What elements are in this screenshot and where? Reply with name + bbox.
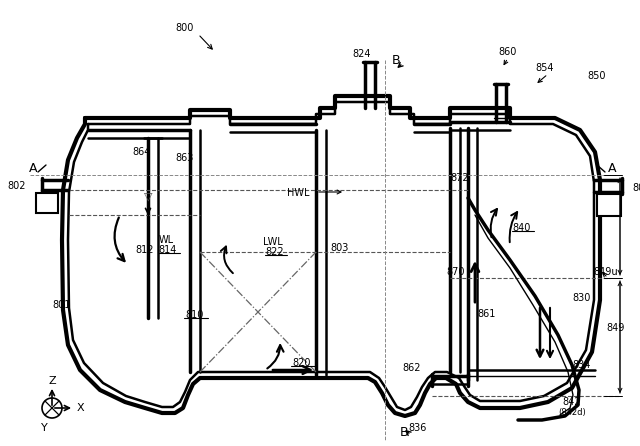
Text: 872: 872 xyxy=(451,173,469,183)
Text: HWL: HWL xyxy=(287,188,309,198)
Text: 862: 862 xyxy=(403,363,421,373)
Text: WL: WL xyxy=(159,235,173,245)
Text: 870: 870 xyxy=(447,267,465,277)
Text: (842d): (842d) xyxy=(558,409,586,417)
Text: B: B xyxy=(400,425,408,438)
Text: 842: 842 xyxy=(563,397,581,407)
Text: 830: 830 xyxy=(573,293,591,303)
Text: LWL: LWL xyxy=(263,237,283,247)
Text: 802: 802 xyxy=(8,181,26,191)
Text: 804: 804 xyxy=(632,183,640,193)
Text: 849: 849 xyxy=(607,323,625,333)
Text: 803: 803 xyxy=(331,243,349,253)
Text: 854: 854 xyxy=(536,63,554,73)
Text: B: B xyxy=(392,54,400,66)
Text: 836: 836 xyxy=(409,423,427,433)
Text: 850: 850 xyxy=(588,71,606,81)
Text: 864: 864 xyxy=(133,147,151,157)
Text: 814: 814 xyxy=(159,245,177,255)
Text: 834: 834 xyxy=(573,360,591,370)
Text: A: A xyxy=(29,161,37,174)
Text: 849u: 849u xyxy=(593,267,618,277)
Text: 860: 860 xyxy=(499,47,517,57)
Bar xyxy=(597,194,621,216)
Text: 824: 824 xyxy=(353,49,371,59)
Text: 840: 840 xyxy=(513,223,531,233)
Text: Y: Y xyxy=(40,423,47,433)
Text: 812: 812 xyxy=(136,245,154,255)
Text: ▽: ▽ xyxy=(144,191,152,201)
Text: 801: 801 xyxy=(53,300,71,310)
Text: 863: 863 xyxy=(176,153,194,163)
Text: 861: 861 xyxy=(478,309,496,319)
Bar xyxy=(36,193,58,213)
Text: 822: 822 xyxy=(266,247,284,257)
Text: 810: 810 xyxy=(186,310,204,320)
Text: X: X xyxy=(76,403,84,413)
Text: 820: 820 xyxy=(292,358,311,368)
Text: 800: 800 xyxy=(176,23,194,33)
Text: Z: Z xyxy=(48,376,56,386)
Text: A: A xyxy=(608,161,616,174)
